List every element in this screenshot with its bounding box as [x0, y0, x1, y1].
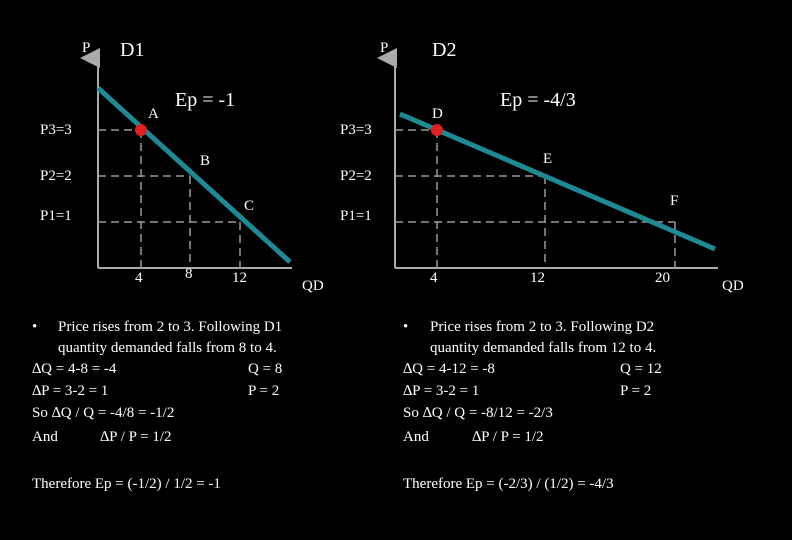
point-dot: [135, 124, 147, 136]
title: D1: [120, 39, 144, 61]
price-label: P3=3: [40, 122, 72, 138]
point-label: F: [670, 193, 678, 209]
note: ∆P / P = 1/2: [100, 429, 172, 445]
quantity-label: 4: [430, 270, 438, 286]
title: D2: [432, 39, 456, 61]
axis-label: QD: [722, 278, 744, 294]
axis-label: P: [82, 40, 90, 56]
elasticity: Ep = -4/3: [500, 89, 576, 111]
quantity-label: 8: [185, 266, 193, 282]
point-label: A: [148, 106, 159, 122]
note: ∆Q = 4-8 = -4: [32, 361, 117, 377]
quantity-label: 20: [655, 270, 670, 286]
note: quantity demanded falls from 8 to 4.: [58, 340, 277, 356]
right-notes: • Price rises from 2 to 3. Following D2 …: [403, 319, 662, 492]
note: Therefore Ep = (-1/2) / 1/2 = -1: [32, 476, 221, 492]
point-label: B: [200, 153, 210, 169]
demand-line: [96, 86, 292, 264]
note: So ∆Q / Q = -4/8 = -1/2: [32, 405, 174, 421]
quantity-label: 4: [135, 270, 143, 286]
bullet: •: [32, 319, 37, 335]
price-label: P2=2: [340, 168, 372, 184]
price-label: P2=2: [40, 168, 72, 184]
note: P = 2: [620, 383, 651, 399]
point-label: D: [432, 106, 443, 122]
axis-label: QD: [302, 278, 324, 294]
note: ∆Q = 4-12 = -8: [403, 361, 495, 377]
point-label: E: [543, 151, 552, 167]
right-diagram: P D2 Ep = -4/3 D E F P3=3 P2=2 P1=1 4 12…: [340, 39, 744, 294]
note: Price rises from 2 to 3. Following D2: [430, 319, 654, 335]
note: ∆P = 3-2 = 1: [32, 383, 108, 399]
note: So ∆Q / Q = -8/12 = -2/3: [403, 405, 553, 421]
left-diagram: P D1 Ep = -1 A B C P3=3 P2=2 P1=1 4 8 12…: [40, 39, 324, 294]
point-label: C: [244, 198, 254, 214]
left-notes: • Price rises from 2 to 3. Following D1 …: [32, 319, 282, 492]
axis-label: P: [380, 40, 388, 56]
note: ∆P = 3-2 = 1: [403, 383, 479, 399]
note: quantity demanded falls from 12 to 4.: [430, 340, 656, 356]
note: And: [32, 429, 58, 445]
demand-line: [399, 111, 716, 252]
elasticity: Ep = -1: [175, 89, 235, 111]
quantity-label: 12: [232, 270, 247, 286]
note: Price rises from 2 to 3. Following D1: [58, 319, 282, 335]
bullet: •: [403, 319, 408, 335]
note: Q = 12: [620, 361, 662, 377]
price-label: P1=1: [340, 208, 372, 224]
note: And: [403, 429, 429, 445]
price-label: P3=3: [340, 122, 372, 138]
point-dot: [431, 124, 443, 136]
note: P = 2: [248, 383, 279, 399]
note: Q = 8: [248, 361, 282, 377]
note: ∆P / P = 1/2: [472, 429, 544, 445]
price-label: P1=1: [40, 208, 72, 224]
note: Therefore Ep = (-2/3) / (1/2) = -4/3: [403, 476, 614, 492]
quantity-label: 12: [530, 270, 545, 286]
